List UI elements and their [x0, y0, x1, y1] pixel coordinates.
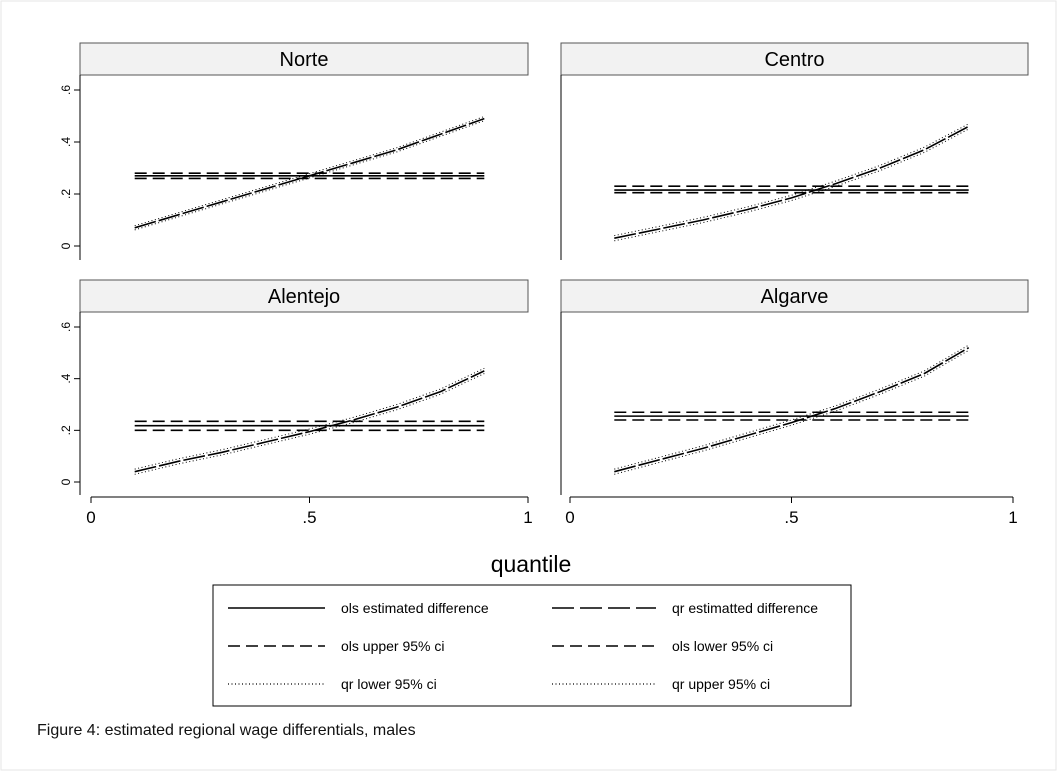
x-tick-label: .5	[784, 508, 798, 527]
x-tick-label: 0	[565, 508, 574, 527]
y-tick-label: 0	[59, 478, 73, 485]
y-tick-label: .2	[59, 425, 73, 435]
figure-caption: Figure 4: estimated regional wage differ…	[37, 722, 416, 740]
panel-title: Algarve	[761, 286, 829, 308]
y-tick-label: 0	[59, 242, 73, 249]
legend-label: qr estimatted difference	[672, 600, 818, 616]
legend-label: ols upper 95% ci	[341, 638, 445, 654]
x-tick-label: 0	[86, 508, 95, 527]
panel-title: Norte	[280, 49, 329, 71]
y-tick-label: .2	[59, 189, 73, 199]
legend-label: ols estimated difference	[341, 600, 489, 616]
x-tick-label: .5	[302, 508, 316, 527]
x-tick-label: 1	[1008, 508, 1017, 527]
panel-title: Centro	[764, 49, 824, 71]
legend-label: qr lower 95% ci	[341, 676, 437, 692]
y-tick-label: .4	[59, 137, 73, 147]
legend-label: ols lower 95% ci	[672, 638, 773, 654]
legend: ols estimated difference qr estimatted di…	[213, 585, 851, 706]
panel-title: Alentejo	[268, 286, 340, 308]
legend-label: qr upper 95% ci	[672, 676, 770, 692]
x-tick-label: 1	[523, 508, 532, 527]
y-tick-label: .6	[59, 85, 73, 95]
y-tick-label: .6	[59, 322, 73, 332]
x-axis-label: quantile	[491, 551, 572, 577]
y-tick-label: .4	[59, 373, 73, 383]
